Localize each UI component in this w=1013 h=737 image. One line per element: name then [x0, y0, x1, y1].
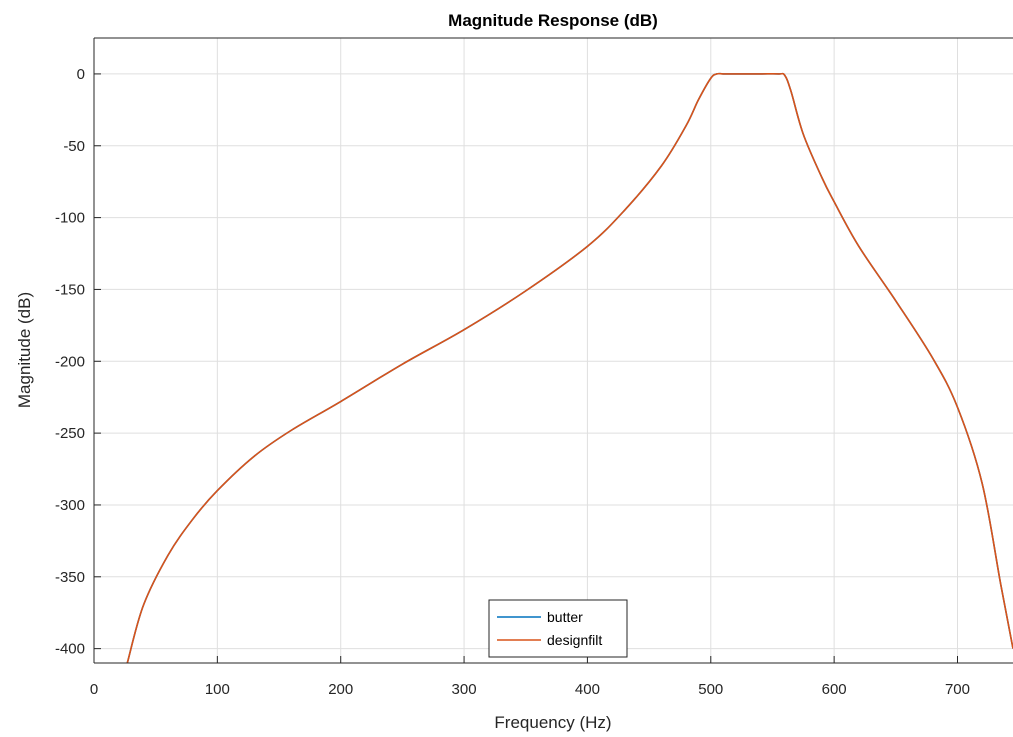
chart-title: Magnitude Response (dB) [448, 11, 658, 30]
x-tick-label: 600 [822, 681, 847, 698]
x-tick-labels: 0 100 200 300 400 500 600 700 [90, 681, 970, 698]
x-tick-label: 400 [575, 681, 600, 698]
y-tick-label: 0 [77, 66, 85, 83]
x-tick-label: 300 [452, 681, 477, 698]
legend-box [488, 599, 628, 658]
y-tick-label: -50 [63, 138, 85, 155]
series-lines [126, 72, 1013, 663]
y-tick-label: -250 [55, 425, 85, 442]
x-tick-label: 700 [945, 681, 970, 698]
x-tick-label: 500 [698, 681, 723, 698]
plot-area [94, 38, 1013, 663]
y-tick-label: -350 [55, 569, 85, 586]
axes-frame [93, 37, 1013, 664]
x-tick-label: 200 [328, 681, 353, 698]
y-tick-label: -100 [55, 210, 85, 227]
y-axis-label: Magnitude (dB) [15, 292, 34, 408]
y-tick-label: -400 [55, 641, 85, 658]
y-tick-label: -300 [55, 497, 85, 514]
legend: butter designfilt [488, 599, 628, 658]
legend-label-butter: butter [547, 609, 583, 625]
series-line-designfilt [126, 72, 1013, 663]
y-tick-label: -200 [55, 353, 85, 370]
y-tick-labels: 0 -50 -100 -150 -200 -250 -300 -350 -400 [55, 66, 85, 658]
legend-label-designfilt: designfilt [547, 632, 602, 648]
x-axis-label: Frequency (Hz) [494, 713, 611, 732]
x-tick-label: 0 [90, 681, 98, 698]
y-tick-label: -150 [55, 281, 85, 298]
x-tick-label: 100 [205, 681, 230, 698]
